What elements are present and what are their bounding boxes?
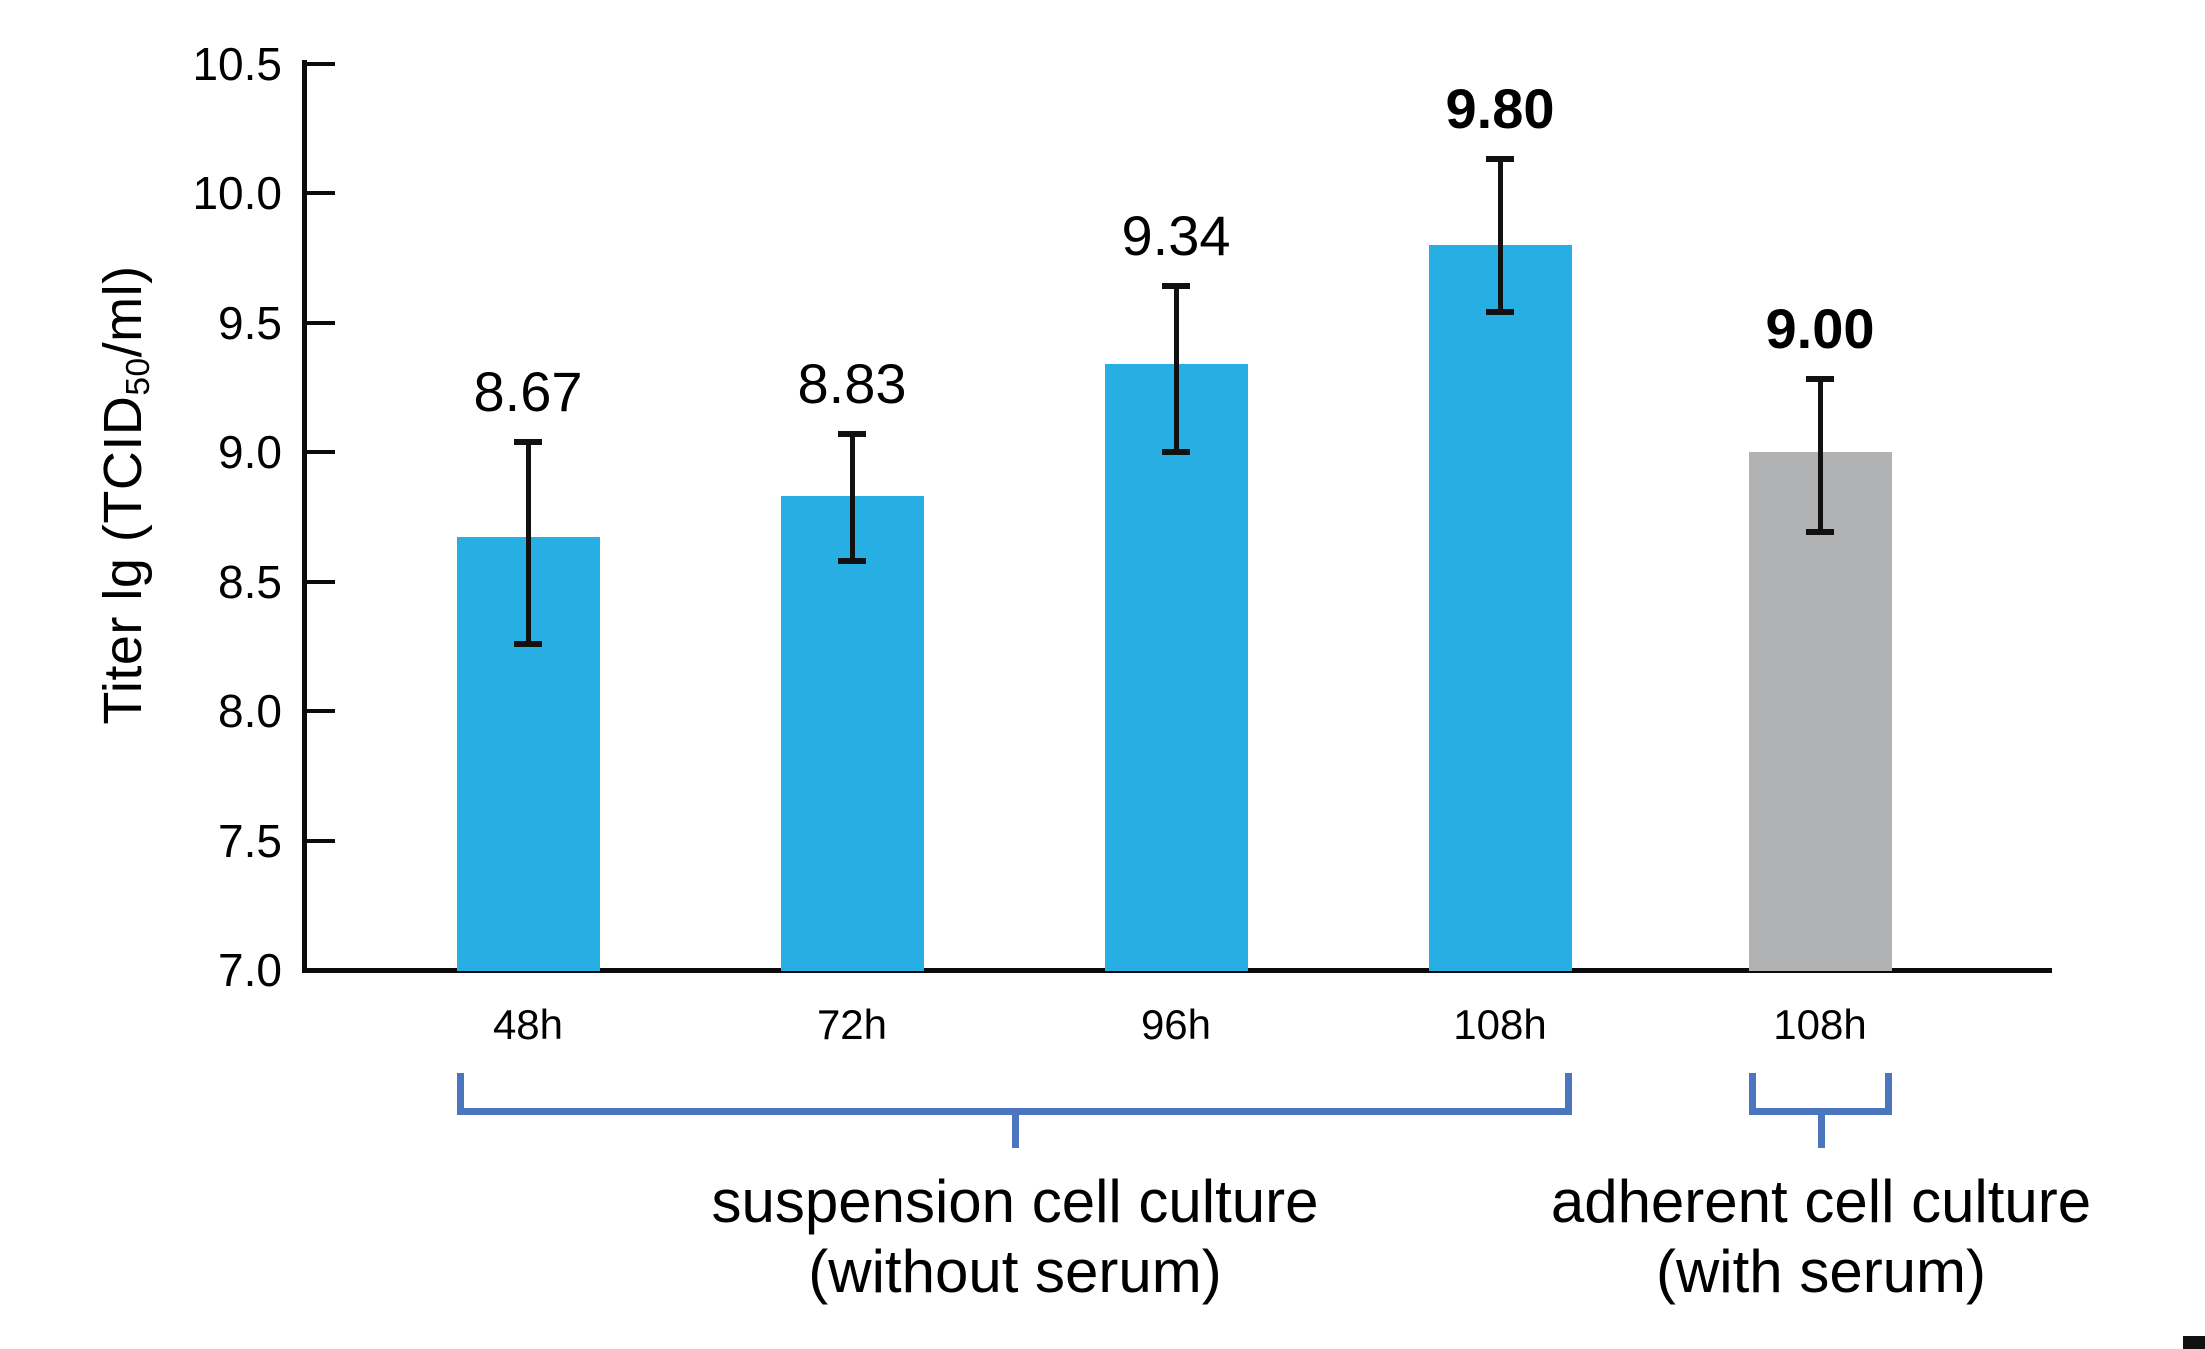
group-bracket-left-stub bbox=[1749, 1073, 1756, 1115]
y-tick-label: 8.0 bbox=[218, 685, 282, 737]
group-label-line1: suspension cell culture bbox=[711, 1168, 1319, 1235]
error-bar-cap-top bbox=[514, 439, 542, 445]
group-label-line2: (without serum) bbox=[808, 1238, 1222, 1305]
group-bracket-right-stub bbox=[1565, 1073, 1572, 1115]
error-bar-cap-bottom bbox=[1162, 449, 1190, 455]
group-label-line1: adherent cell culture bbox=[1550, 1168, 2092, 1235]
bar bbox=[1105, 364, 1248, 971]
error-bar-cap-top bbox=[1162, 283, 1190, 289]
y-axis-line bbox=[302, 60, 307, 973]
y-axis-tick bbox=[307, 968, 335, 972]
x-tick-label: 48h bbox=[492, 1001, 564, 1048]
group-label-line2: (with serum) bbox=[1655, 1238, 1987, 1305]
group-bracket-bar bbox=[457, 1108, 1572, 1115]
y-axis-tick bbox=[307, 62, 335, 66]
x-tick-label: 72h bbox=[816, 1001, 888, 1048]
y-axis-tick bbox=[307, 839, 335, 843]
group-bracket-center-tick bbox=[1012, 1115, 1019, 1148]
error-bar-cap-bottom bbox=[1486, 309, 1514, 315]
bar bbox=[1429, 245, 1572, 971]
y-tick-label: 7.5 bbox=[218, 815, 282, 867]
group-bracket-bar bbox=[1749, 1108, 1892, 1115]
x-tick-label: 96h bbox=[1140, 1001, 1212, 1048]
y-axis-title-subscript: 50 bbox=[120, 357, 158, 396]
y-axis-tick bbox=[307, 709, 335, 713]
y-axis-tick bbox=[307, 191, 335, 195]
error-bar-cap-bottom bbox=[514, 641, 542, 647]
y-tick-label: 10.5 bbox=[192, 38, 282, 90]
bar bbox=[781, 496, 924, 971]
bar-value-label: 8.83 bbox=[797, 352, 907, 415]
error-bar-whisker bbox=[1498, 159, 1503, 312]
y-tick-label: 9.5 bbox=[218, 297, 282, 349]
error-bar-cap-top bbox=[838, 431, 866, 437]
error-bar-whisker bbox=[526, 442, 531, 644]
y-tick-label: 9.0 bbox=[218, 426, 282, 478]
y-tick-label: 7.0 bbox=[218, 944, 282, 996]
error-bar-cap-top bbox=[1806, 376, 1834, 382]
bar-value-label: 9.00 bbox=[1765, 297, 1875, 360]
y-tick-label: 8.5 bbox=[218, 556, 282, 608]
group-bracket-left-stub bbox=[457, 1073, 464, 1115]
x-tick-label: 108h bbox=[1453, 1001, 1547, 1048]
bar-value-label: 8.67 bbox=[473, 360, 583, 423]
corner-artifact bbox=[2183, 1336, 2205, 1349]
error-bar-cap-bottom bbox=[1806, 529, 1834, 535]
error-bar-whisker bbox=[1818, 379, 1823, 532]
bar-value-label: 9.34 bbox=[1121, 204, 1231, 267]
error-bar-whisker bbox=[850, 434, 855, 561]
y-axis-tick bbox=[307, 321, 335, 325]
x-tick-label: 108h bbox=[1773, 1001, 1867, 1048]
error-bar-cap-bottom bbox=[838, 558, 866, 564]
error-bar-cap-top bbox=[1486, 156, 1514, 162]
bar bbox=[1749, 452, 1892, 971]
y-axis-tick bbox=[307, 450, 335, 454]
bar-value-label: 9.80 bbox=[1445, 77, 1555, 140]
group-bracket-right-stub bbox=[1885, 1073, 1892, 1115]
group-bracket-center-tick bbox=[1818, 1115, 1825, 1148]
error-bar-whisker bbox=[1174, 286, 1179, 452]
y-axis-tick bbox=[307, 580, 335, 584]
y-tick-label: 10.0 bbox=[192, 167, 282, 219]
